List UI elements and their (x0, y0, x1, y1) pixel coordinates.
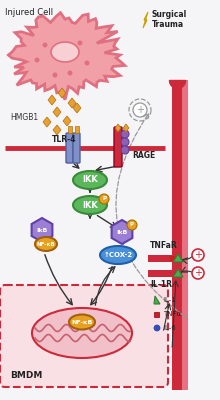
Text: NF-κB: NF-κB (37, 242, 55, 246)
Circle shape (35, 58, 40, 62)
Text: IkB: IkB (116, 230, 128, 234)
Text: TNFα: TNFα (163, 311, 181, 317)
Polygon shape (58, 88, 66, 98)
Polygon shape (68, 98, 76, 108)
Ellipse shape (51, 42, 79, 62)
Bar (75, 126, 79, 133)
Circle shape (154, 325, 160, 331)
Text: +: + (194, 268, 202, 278)
Ellipse shape (73, 196, 107, 214)
Polygon shape (123, 124, 129, 132)
Circle shape (121, 138, 129, 146)
Text: +: + (194, 250, 202, 260)
Circle shape (84, 60, 90, 66)
Bar (154, 312, 159, 317)
Text: IL-6: IL-6 (163, 325, 176, 331)
Ellipse shape (32, 308, 132, 358)
Circle shape (121, 130, 129, 138)
Circle shape (121, 146, 129, 154)
Text: Injured Cell: Injured Cell (5, 8, 53, 17)
Polygon shape (8, 13, 125, 100)
Polygon shape (73, 103, 81, 113)
Text: RAGE: RAGE (132, 152, 155, 160)
Text: +: + (136, 105, 144, 115)
Text: HMGB1: HMGB1 (10, 114, 38, 122)
Polygon shape (53, 125, 61, 135)
Polygon shape (115, 124, 121, 132)
Ellipse shape (35, 237, 57, 251)
Text: P: P (102, 196, 106, 202)
Bar (68, 126, 72, 133)
Ellipse shape (100, 246, 136, 264)
Circle shape (133, 103, 147, 117)
Circle shape (99, 194, 109, 204)
Circle shape (192, 267, 204, 279)
Bar (170, 256, 175, 261)
Bar (182, 80, 188, 390)
Text: IL-1R: IL-1R (150, 280, 172, 289)
Text: ↑COX-2: ↑COX-2 (103, 252, 133, 258)
Bar (172, 80, 182, 390)
FancyBboxPatch shape (114, 127, 122, 167)
Polygon shape (32, 218, 52, 242)
Bar (148, 270, 174, 277)
Text: IKK: IKK (82, 200, 98, 210)
Polygon shape (173, 254, 183, 262)
Polygon shape (53, 107, 61, 117)
Polygon shape (63, 116, 71, 126)
Polygon shape (112, 220, 132, 244)
Text: IkB: IkB (36, 228, 48, 232)
Text: TNFaR: TNFaR (150, 241, 178, 250)
Text: Surgical
Trauma: Surgical Trauma (152, 10, 187, 29)
Ellipse shape (69, 314, 95, 330)
Text: IKK: IKK (82, 176, 98, 184)
Circle shape (127, 220, 137, 230)
Text: NF-κB: NF-κB (71, 320, 93, 324)
Ellipse shape (73, 171, 107, 189)
Text: BMDM: BMDM (10, 371, 42, 380)
Text: IL-1: IL-1 (163, 297, 176, 303)
Text: TLR-4: TLR-4 (52, 136, 77, 144)
Polygon shape (143, 12, 148, 28)
Circle shape (53, 72, 57, 78)
Polygon shape (154, 296, 160, 304)
Circle shape (68, 70, 73, 76)
Circle shape (192, 249, 204, 261)
Polygon shape (48, 95, 56, 105)
Circle shape (77, 40, 82, 46)
Bar (148, 255, 174, 262)
Polygon shape (43, 117, 51, 127)
FancyBboxPatch shape (73, 133, 80, 163)
Text: P: P (130, 222, 134, 228)
FancyBboxPatch shape (66, 133, 73, 163)
FancyBboxPatch shape (0, 285, 168, 387)
Circle shape (42, 42, 48, 48)
Polygon shape (173, 269, 183, 277)
